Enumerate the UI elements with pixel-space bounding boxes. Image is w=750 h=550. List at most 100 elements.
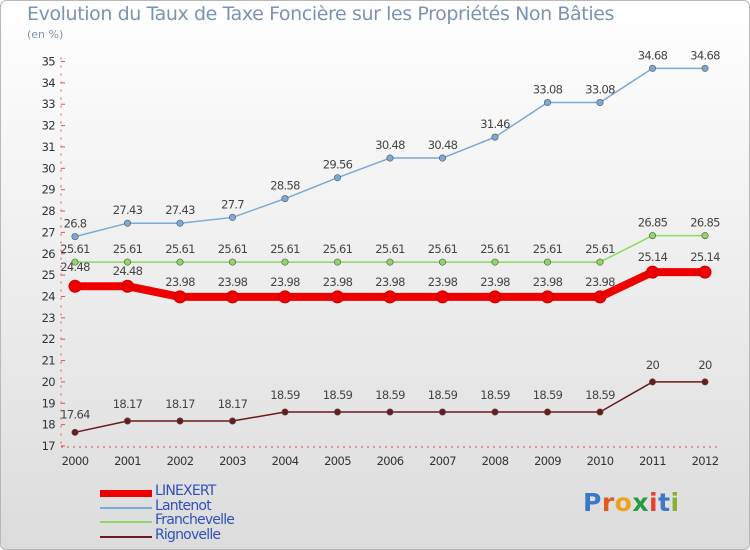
data-label-lantenot: 31.46 (480, 117, 510, 131)
data-point-linexert (121, 279, 134, 293)
data-point-rignovelle (438, 408, 446, 416)
data-point-rignovelle (229, 417, 237, 425)
x-tick-label: 2000 (62, 454, 89, 468)
data-point-linexert (436, 290, 449, 304)
data-label-linexert: 23.98 (480, 275, 510, 289)
data-point-lantenot (543, 99, 551, 107)
data-point-lantenot (124, 219, 132, 227)
x-tick-label: 2011 (639, 454, 666, 468)
data-point-franchevelle (281, 258, 289, 266)
data-point-linexert (68, 279, 82, 293)
y-tick-label: 17 (42, 439, 56, 453)
logo-letter: i (649, 488, 659, 517)
data-point-lantenot (281, 195, 289, 203)
data-point-franchevelle (333, 258, 341, 266)
data-point-lantenot (71, 233, 79, 241)
data-label-linexert: 25.14 (690, 250, 720, 264)
y-tick-label: 28 (42, 204, 56, 218)
data-label-franchevelle: 25.61 (585, 242, 615, 256)
data-point-franchevelle (648, 232, 656, 240)
data-point-lantenot (648, 64, 656, 72)
data-label-rignovelle: 20 (698, 358, 712, 372)
data-point-rignovelle (71, 428, 79, 436)
data-point-rignovelle (491, 408, 499, 416)
legend-item-lantenot: Lantenot (100, 497, 340, 515)
data-label-rignovelle: 20 (646, 358, 660, 372)
data-label-rignovelle: 18.59 (533, 388, 563, 402)
data-label-lantenot: 33.08 (585, 83, 615, 97)
data-point-rignovelle (176, 417, 184, 425)
data-label-linexert: 23.98 (270, 275, 300, 289)
data-label-rignovelle: 17.64 (60, 407, 90, 421)
data-label-linexert: 23.98 (428, 275, 458, 289)
data-point-linexert (541, 290, 554, 304)
data-point-franchevelle (71, 258, 79, 266)
y-tick-label: 34 (42, 76, 56, 90)
data-point-lantenot (701, 64, 709, 72)
data-label-franchevelle: 25.61 (218, 242, 248, 256)
data-point-franchevelle (386, 258, 394, 266)
legend-swatch (100, 535, 152, 538)
y-tick-label: 19 (42, 396, 56, 410)
data-point-linexert (226, 290, 239, 304)
data-point-franchevelle (438, 258, 446, 266)
y-tick-label: 24 (42, 289, 56, 303)
logo-letter: x (632, 488, 649, 517)
x-tick-label: 2008 (482, 454, 509, 468)
series-layer (68, 64, 712, 436)
y-tick-label: 26 (42, 247, 56, 261)
data-label-linexert: 24.48 (113, 264, 143, 278)
data-label-rignovelle: 18.17 (165, 397, 195, 411)
y-tick-label: 25 (42, 268, 56, 282)
data-point-lantenot (333, 174, 341, 182)
data-label-linexert: 23.98 (585, 275, 615, 289)
data-label-franchevelle: 25.61 (165, 242, 195, 256)
x-tick-label: 2006 (377, 454, 404, 468)
logo-letter: P (583, 488, 602, 517)
y-tick-label: 20 (42, 375, 56, 389)
y-tick-label: 31 (42, 140, 56, 154)
data-label-lantenot: 30.48 (375, 138, 405, 152)
data-label-franchevelle: 25.61 (323, 242, 353, 256)
data-label-rignovelle: 18.59 (323, 388, 353, 402)
data-label-linexert: 24.48 (60, 260, 90, 274)
data-point-rignovelle (281, 408, 289, 416)
y-tick-label: 23 (42, 311, 56, 325)
data-point-rignovelle (333, 408, 341, 416)
data-point-linexert (646, 265, 659, 279)
x-tick-label: 2007 (429, 454, 456, 468)
y-tick-label: 30 (42, 161, 56, 175)
data-label-rignovelle: 18.59 (585, 388, 615, 402)
y-tick-label: 18 (42, 418, 56, 432)
data-point-rignovelle (648, 378, 656, 386)
data-labels: 17.64 18.17 18.17 18.17 18.59 18.59 18.59 18.59… (60, 48, 721, 421)
data-point-lantenot (176, 219, 184, 227)
data-point-franchevelle (176, 258, 184, 266)
x-tick-label: 2004 (272, 454, 299, 468)
data-point-franchevelle (229, 258, 237, 266)
data-point-linexert (593, 290, 607, 304)
legend-label: Franchevelle (155, 512, 235, 528)
data-label-linexert: 23.98 (533, 275, 563, 289)
legend-item-franchevelle: Franchevelle (100, 512, 340, 529)
data-label-franchevelle: 25.61 (113, 242, 143, 256)
data-point-franchevelle (491, 258, 499, 266)
data-point-lantenot (386, 154, 394, 162)
data-label-lantenot: 26.8 (64, 217, 87, 231)
data-point-lantenot (229, 213, 237, 221)
data-label-rignovelle: 18.17 (113, 397, 143, 411)
proxiti-logo: Proxiti (583, 488, 680, 517)
legend-swatch (100, 506, 152, 509)
data-point-rignovelle (596, 408, 604, 416)
data-point-linexert (488, 290, 502, 304)
y-tick-label: 29 (42, 183, 56, 197)
data-label-lantenot: 34.68 (690, 48, 720, 62)
data-label-franchevelle: 25.61 (480, 242, 510, 256)
logo-letter: r (601, 488, 615, 517)
logo-letter: o (614, 488, 633, 517)
data-point-rignovelle (386, 408, 394, 416)
unit-label: (en %) (27, 28, 64, 41)
legend-label: Lantenot (155, 497, 212, 514)
